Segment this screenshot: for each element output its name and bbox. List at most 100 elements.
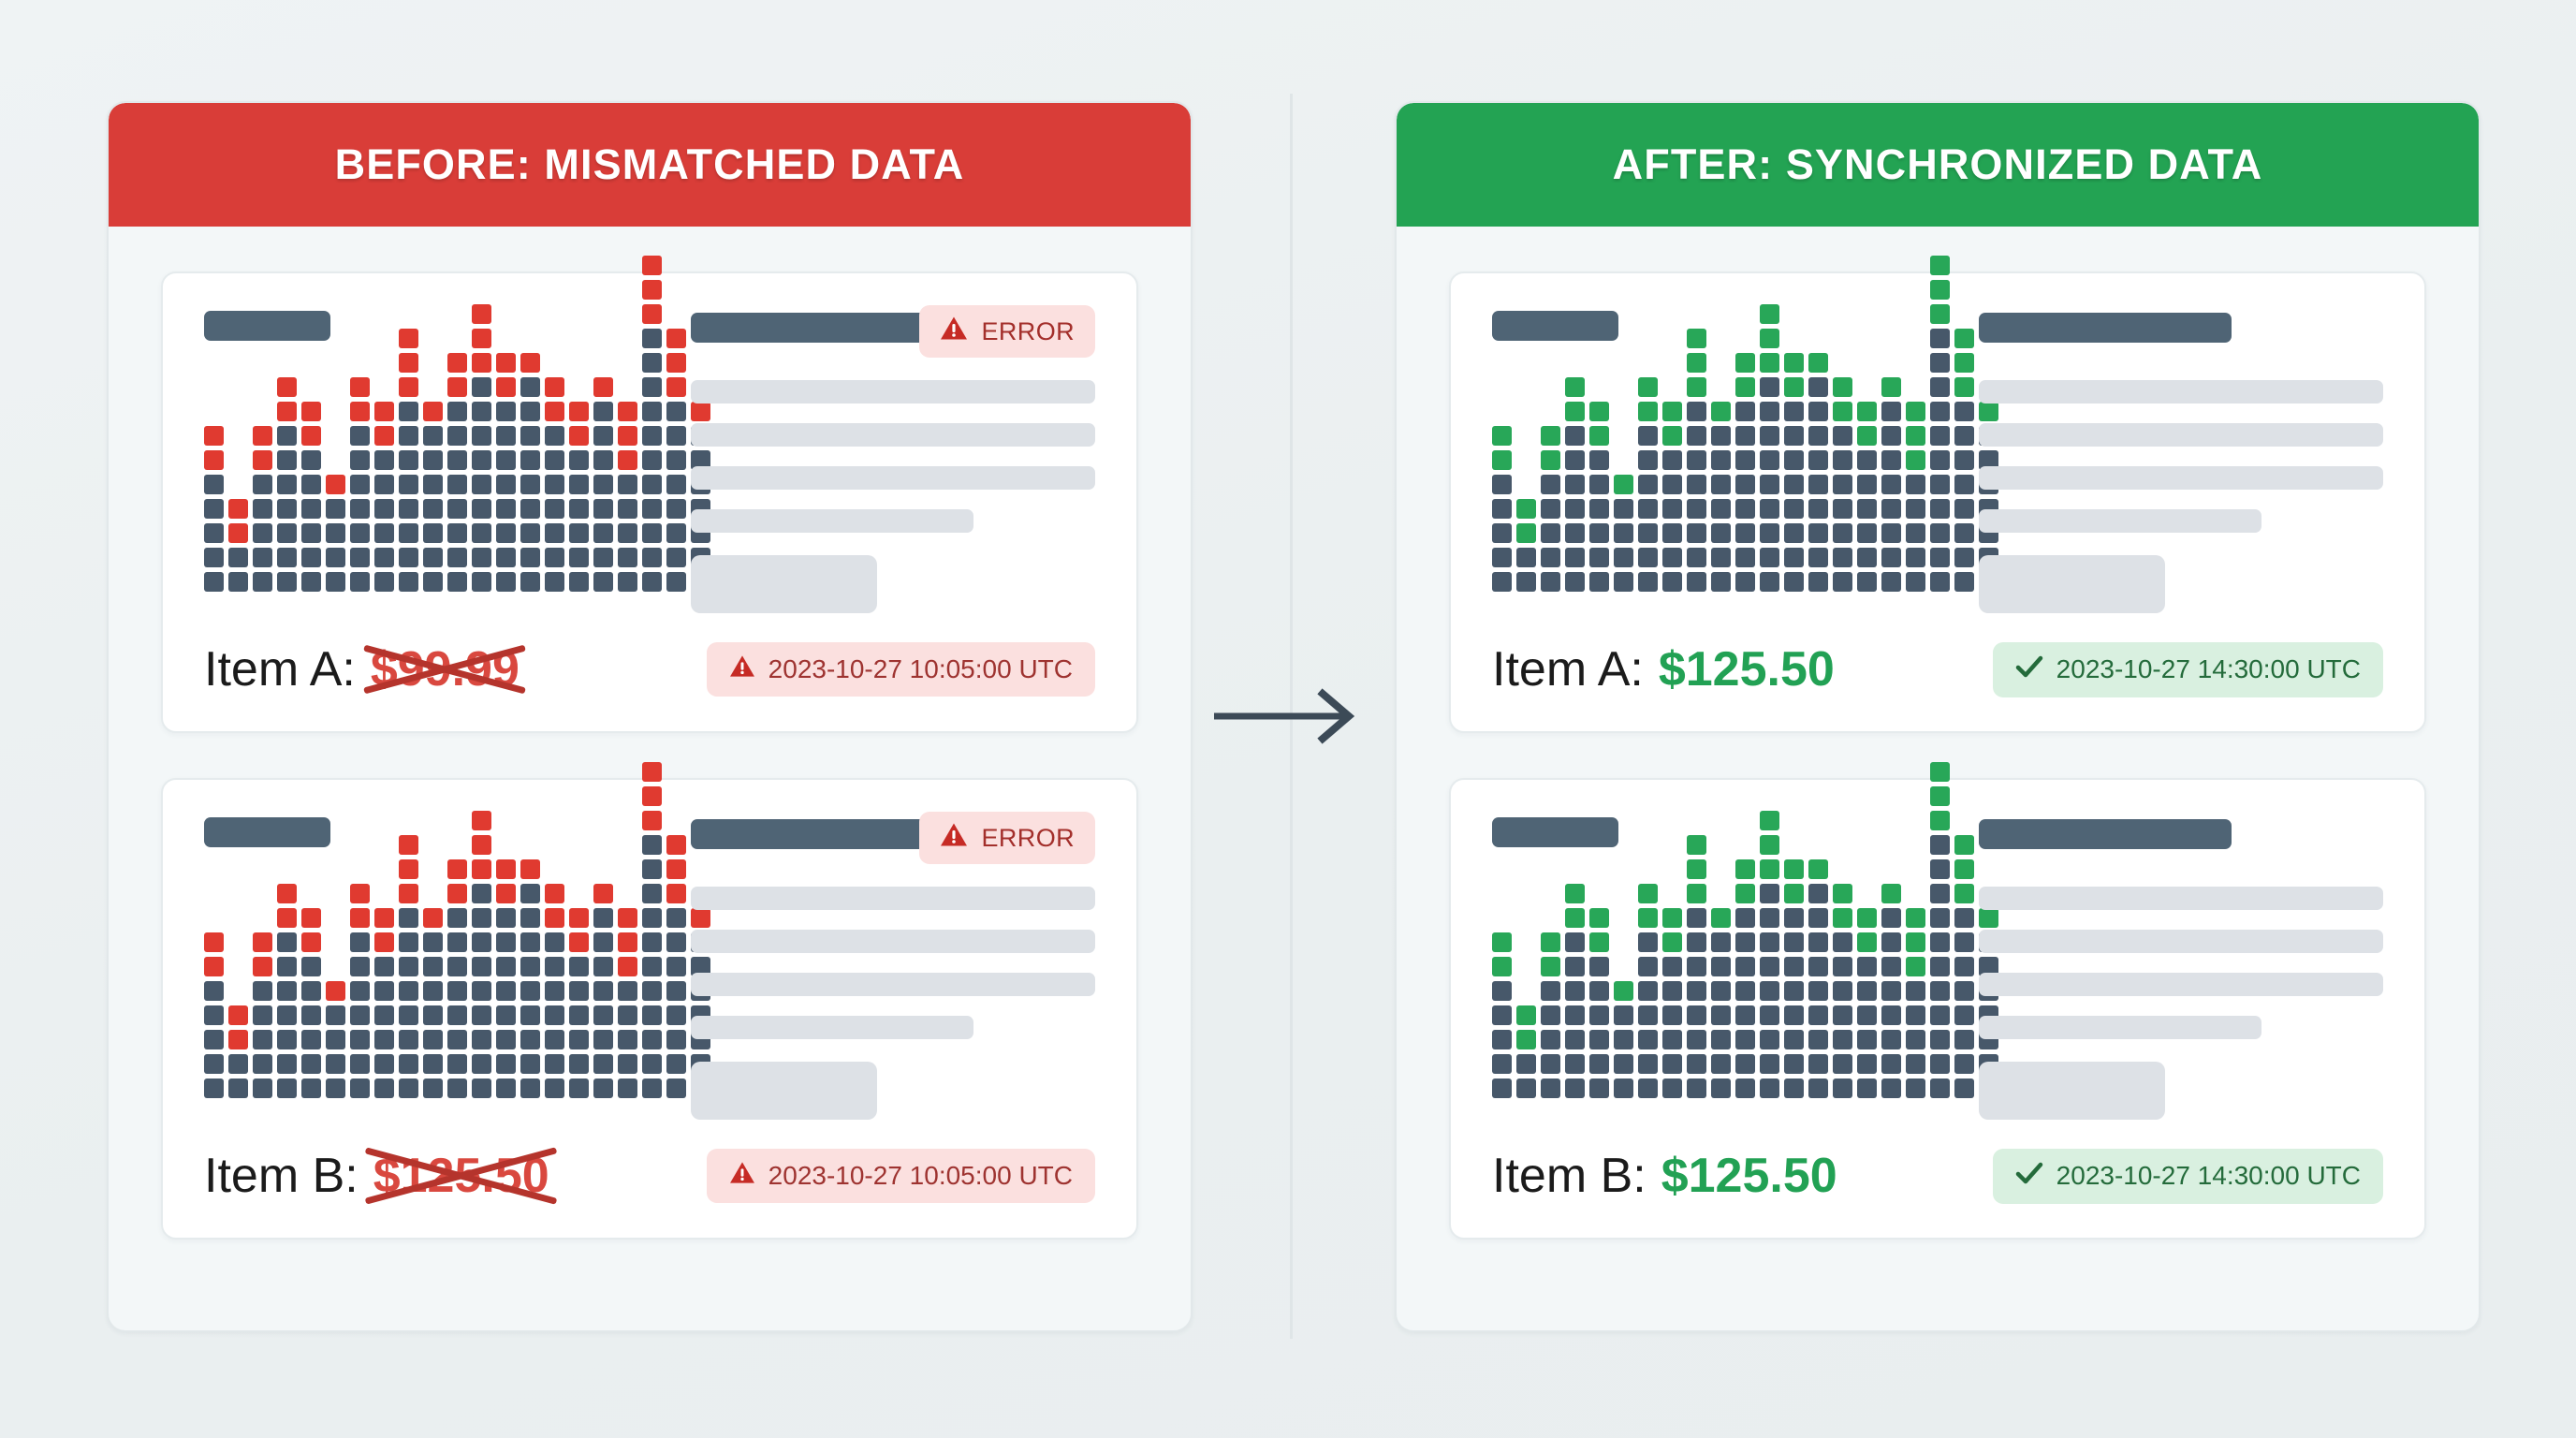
pixel-cell bbox=[496, 981, 516, 1001]
pixel-cell bbox=[1735, 884, 1755, 903]
pixel-cell bbox=[1833, 402, 1852, 421]
pixel-cell bbox=[374, 1078, 394, 1098]
pixel-cell bbox=[1492, 1054, 1512, 1074]
pixel-cell bbox=[374, 1005, 394, 1025]
pixel-bar-column bbox=[545, 884, 564, 1098]
pixel-cell bbox=[374, 981, 394, 1001]
pixel-cell bbox=[472, 572, 491, 592]
pixel-cell bbox=[1881, 957, 1901, 976]
pixel-cell bbox=[520, 981, 540, 1001]
pixel-cell bbox=[301, 932, 321, 952]
pixel-cell bbox=[253, 981, 272, 1001]
skeleton-line bbox=[1979, 973, 2383, 996]
pixel-cell bbox=[666, 1078, 686, 1098]
pixel-cell bbox=[277, 884, 297, 903]
pixel-cell bbox=[545, 402, 564, 421]
pixel-cell bbox=[618, 475, 637, 494]
pixel-cell bbox=[1784, 523, 1804, 543]
pixel-cell bbox=[1930, 353, 1950, 373]
pixel-cell bbox=[301, 1078, 321, 1098]
pixel-cell bbox=[1760, 859, 1779, 879]
pixel-cell bbox=[1760, 353, 1779, 373]
pixel-cell bbox=[1711, 1030, 1731, 1049]
pixel-cell bbox=[642, 786, 662, 806]
pixel-cell bbox=[1516, 499, 1536, 519]
pixel-cell bbox=[1589, 908, 1609, 928]
pixel-cell bbox=[1760, 304, 1779, 324]
skeleton-line bbox=[691, 1016, 974, 1039]
skeleton-block bbox=[691, 1062, 877, 1120]
pixel-cell bbox=[1638, 1054, 1658, 1074]
pixel-cell bbox=[1954, 499, 1974, 519]
pixel-cell bbox=[1784, 450, 1804, 470]
pixel-bar-column bbox=[593, 884, 613, 1098]
pixel-cell bbox=[1638, 957, 1658, 976]
pixel-cell bbox=[374, 957, 394, 976]
pixel-cell bbox=[1711, 402, 1731, 421]
pixel-cell bbox=[301, 572, 321, 592]
item-card[interactable]: ERROR Item A: bbox=[161, 256, 1138, 733]
pixel-cell bbox=[1784, 1054, 1804, 1074]
pixel-bar-column bbox=[1784, 353, 1804, 592]
pixel-cell bbox=[1760, 981, 1779, 1001]
pixel-cell bbox=[447, 499, 467, 519]
item-card[interactable]: Item B: $125.50 2023-10-27 14:30:00 UTC bbox=[1449, 762, 2426, 1240]
pixel-cell bbox=[1589, 572, 1609, 592]
pixel-cell bbox=[545, 1054, 564, 1074]
card-right bbox=[1979, 311, 2383, 613]
pixel-cell bbox=[666, 426, 686, 446]
pixel-cell bbox=[350, 523, 370, 543]
pixel-cell bbox=[1808, 450, 1828, 470]
pixel-cell bbox=[1492, 426, 1512, 446]
pixel-cell bbox=[1565, 572, 1585, 592]
pixel-cell bbox=[1930, 329, 1950, 348]
pixel-cell bbox=[520, 426, 540, 446]
pixel-cell bbox=[642, 1054, 662, 1074]
pixel-cell bbox=[399, 499, 418, 519]
pixel-cell bbox=[472, 981, 491, 1001]
pixel-cell bbox=[1687, 981, 1706, 1001]
pixel-cell bbox=[1881, 932, 1901, 952]
pixel-cell bbox=[1808, 572, 1828, 592]
pixel-cell bbox=[1881, 981, 1901, 1001]
pixel-cell bbox=[374, 402, 394, 421]
pixel-cell bbox=[204, 475, 224, 494]
skeleton-line bbox=[1979, 380, 2383, 404]
pixel-bar-column bbox=[374, 402, 394, 592]
pixel-cell bbox=[1711, 572, 1731, 592]
timestamp-badge-success: 2023-10-27 14:30:00 UTC bbox=[1992, 1148, 2383, 1204]
item-card[interactable]: ERROR Item B: bbox=[161, 762, 1138, 1240]
pixel-cell bbox=[1784, 548, 1804, 567]
pixel-cell bbox=[472, 475, 491, 494]
pixel-cell bbox=[1687, 426, 1706, 446]
pixel-cell bbox=[1833, 548, 1852, 567]
pixel-cell bbox=[399, 426, 418, 446]
pixel-cell bbox=[1638, 1078, 1658, 1098]
pixel-cell bbox=[350, 932, 370, 952]
pixel-cell bbox=[1808, 884, 1828, 903]
pixel-cell bbox=[1784, 957, 1804, 976]
pixel-cell bbox=[642, 499, 662, 519]
pixel-cell bbox=[423, 475, 443, 494]
pixel-cell bbox=[1930, 932, 1950, 952]
pixel-cell bbox=[228, 1005, 248, 1025]
pixel-cell bbox=[447, 932, 467, 952]
pixel-cell bbox=[1735, 450, 1755, 470]
pixel-cell bbox=[1711, 1078, 1731, 1098]
skeleton-line bbox=[1979, 930, 2383, 953]
pixel-cell bbox=[496, 353, 516, 373]
pixel-cell bbox=[1954, 353, 1974, 373]
pixel-cell bbox=[472, 426, 491, 446]
pixel-bar-chart bbox=[204, 256, 710, 592]
item-card[interactable]: Item A: $125.50 2023-10-27 14:30:00 UTC bbox=[1449, 256, 2426, 733]
pixel-cell bbox=[545, 1030, 564, 1049]
check-icon bbox=[2015, 654, 2043, 685]
pixel-bar-column bbox=[326, 981, 345, 1098]
pixel-cell bbox=[1930, 859, 1950, 879]
pixel-cell bbox=[1735, 1054, 1755, 1074]
pixel-cell bbox=[569, 475, 589, 494]
pixel-cell bbox=[350, 908, 370, 928]
pixel-cell bbox=[1784, 499, 1804, 519]
pixel-bar-column bbox=[423, 402, 443, 592]
pixel-cell bbox=[545, 908, 564, 928]
